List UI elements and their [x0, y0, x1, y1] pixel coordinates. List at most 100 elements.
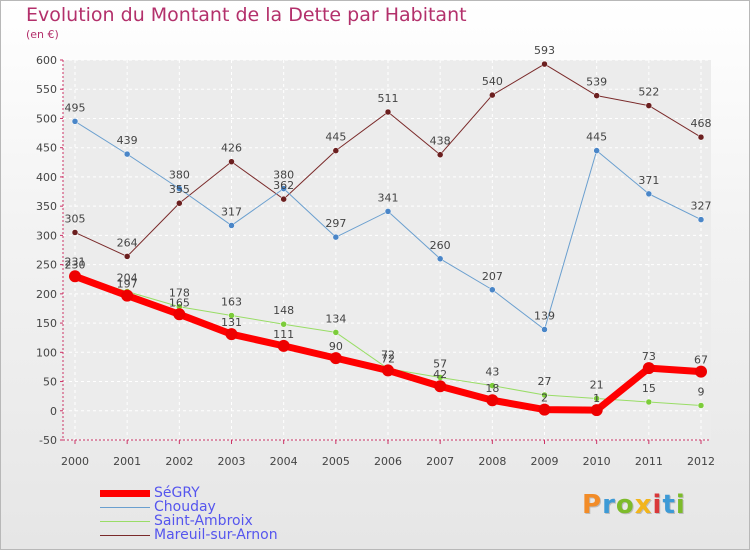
data-point — [593, 395, 600, 402]
data-label: 18 — [485, 382, 499, 395]
data-point — [225, 328, 238, 341]
data-point — [593, 147, 600, 154]
logo-letter: i — [652, 490, 663, 520]
y-tick-label: 150 — [36, 317, 57, 330]
data-label: 57 — [433, 357, 447, 370]
data-point — [277, 339, 290, 352]
data-label: 231 — [65, 256, 86, 269]
data-point — [332, 233, 340, 241]
data-label: 305 — [65, 212, 86, 225]
x-tick-label: 2012 — [687, 455, 715, 468]
data-label: 9 — [698, 386, 705, 399]
y-tick-label: 300 — [36, 229, 57, 242]
data-point — [384, 208, 392, 215]
legend-swatch — [100, 535, 150, 536]
data-point — [541, 326, 548, 333]
data-point — [642, 362, 655, 375]
data-point — [697, 402, 705, 409]
x-tick-label: 2008 — [478, 455, 506, 468]
data-label: 522 — [638, 86, 659, 99]
data-label: 2 — [541, 392, 548, 405]
y-tick-label: 50 — [43, 376, 57, 389]
data-point — [123, 253, 131, 260]
legend-label: Saint-Ambroix — [154, 513, 253, 529]
logo-letter: P — [582, 490, 603, 520]
data-label: 260 — [430, 239, 451, 252]
data-point — [228, 222, 235, 229]
data-label: 197 — [117, 278, 138, 291]
data-point — [590, 404, 603, 417]
data-point — [593, 92, 600, 99]
data-point — [697, 133, 705, 141]
data-label: 43 — [485, 366, 499, 379]
data-point — [176, 199, 183, 207]
data-point — [489, 91, 496, 99]
x-tick-label: 2001 — [113, 455, 141, 468]
data-point — [436, 151, 444, 158]
data-label: 72 — [381, 349, 395, 362]
x-tick-label: 2010 — [583, 455, 611, 468]
data-point — [384, 108, 392, 116]
x-tick-label: 2003 — [218, 455, 246, 468]
data-label: 21 — [590, 378, 604, 391]
legend-label: Chouday — [154, 499, 216, 515]
legend-swatch — [100, 521, 150, 522]
data-point — [71, 229, 79, 236]
y-tick-label: 400 — [36, 171, 57, 184]
data-point — [489, 286, 496, 294]
data-label: 42 — [433, 368, 447, 381]
data-label: 593 — [534, 44, 555, 57]
chart-subtitle: (en €) — [26, 28, 59, 41]
data-label: 445 — [586, 131, 607, 144]
data-label: 380 — [169, 169, 190, 182]
data-label: 297 — [325, 217, 346, 230]
x-tick-label: 2007 — [426, 455, 454, 468]
data-point — [697, 216, 705, 223]
data-label: 73 — [642, 350, 656, 363]
data-label: 445 — [325, 131, 346, 144]
data-label: 495 — [65, 101, 86, 114]
data-label: 426 — [221, 142, 242, 155]
data-point — [434, 380, 447, 393]
data-point — [280, 185, 287, 192]
y-tick-label: 450 — [36, 142, 57, 155]
chart-title: Evolution du Montant de la Dette par Hab… — [26, 4, 467, 26]
data-point — [280, 320, 287, 328]
data-label: 355 — [169, 183, 190, 196]
data-label: 72 — [381, 352, 395, 365]
data-label: 362 — [273, 179, 294, 192]
data-label: 27 — [538, 375, 552, 388]
data-point — [121, 289, 134, 302]
data-point — [645, 102, 653, 109]
data-label: 341 — [378, 191, 399, 204]
data-point — [123, 150, 131, 158]
data-point — [645, 190, 653, 198]
y-tick-label: 600 — [36, 54, 57, 67]
x-tick-label: 2011 — [635, 455, 663, 468]
data-point — [489, 382, 496, 389]
data-point — [538, 403, 551, 416]
x-tick-label: 2002 — [165, 455, 193, 468]
data-label: 511 — [378, 92, 399, 105]
data-label: 540 — [482, 75, 503, 88]
data-label: 204 — [117, 272, 138, 285]
data-point — [486, 394, 499, 407]
data-point — [280, 195, 287, 203]
y-tick-label: 100 — [36, 346, 57, 359]
data-point — [71, 118, 79, 125]
y-tick-label: 200 — [36, 288, 57, 301]
data-label: 438 — [430, 135, 451, 148]
data-label: 371 — [638, 174, 659, 187]
data-label: 67 — [694, 354, 708, 367]
y-tick-label: 0 — [50, 405, 57, 418]
data-point — [541, 391, 548, 399]
data-point — [541, 60, 548, 68]
x-tick-label: 2005 — [322, 455, 350, 468]
data-point — [436, 255, 444, 263]
data-point — [329, 352, 342, 365]
y-tick-label: 350 — [36, 200, 57, 213]
logo-letter: o — [615, 490, 635, 520]
y-tick-label: 500 — [36, 112, 57, 125]
data-label: 90 — [329, 340, 343, 353]
